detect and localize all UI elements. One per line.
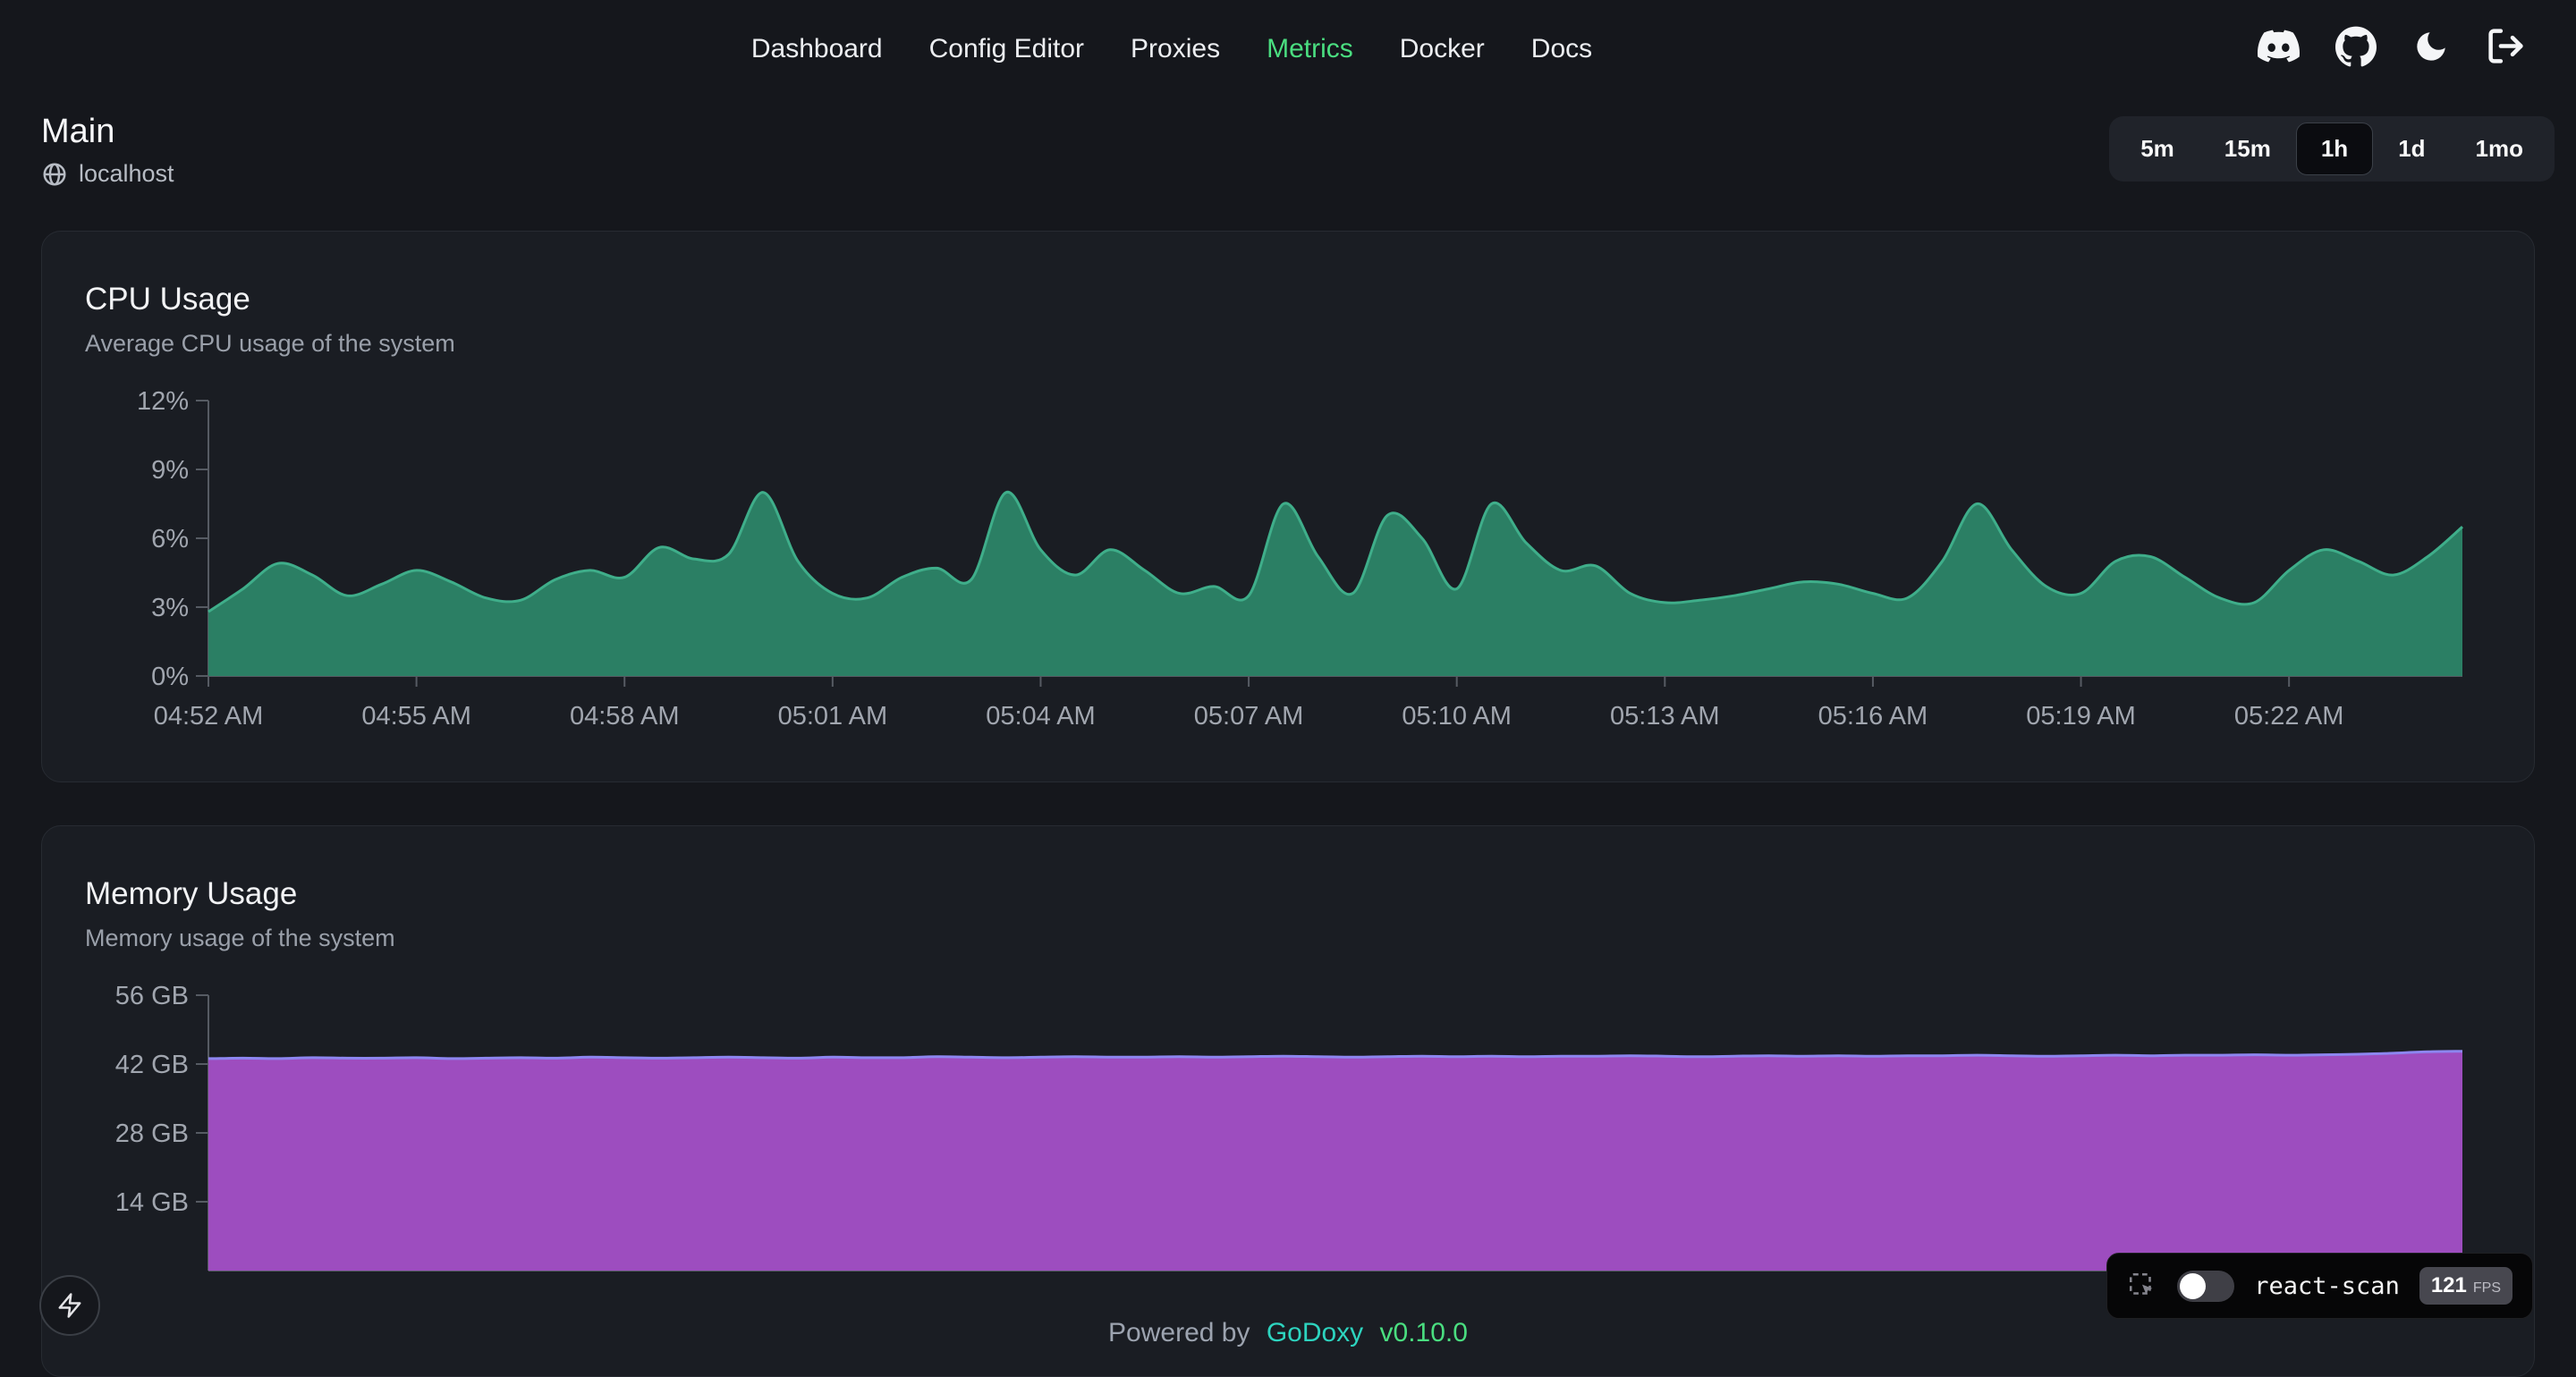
globe-icon — [41, 161, 68, 188]
nav-item-metrics[interactable]: Metrics — [1267, 34, 1353, 64]
svg-text:9%: 9% — [151, 456, 189, 485]
svg-text:56 GB: 56 GB — [115, 983, 189, 1010]
time-range-selector: 5m 15m 1h 1d 1mo — [2109, 116, 2555, 182]
fps-badge: 121 FPS — [2419, 1267, 2512, 1305]
cpu-card-subtitle: Average CPU usage of the system — [85, 330, 2491, 358]
memory-card-head: Memory Usage Memory usage of the system — [49, 876, 2527, 952]
svg-text:05:04 AM: 05:04 AM — [986, 702, 1096, 731]
theme-moon-icon — [2412, 28, 2450, 65]
nav-item-config-editor[interactable]: Config Editor — [929, 34, 1084, 64]
nav-item-docs[interactable]: Docs — [1531, 34, 1592, 64]
time-range-15m[interactable]: 15m — [2199, 122, 2296, 175]
host-name: localhost — [79, 160, 174, 188]
cpu-usage-area-chart: 0% 3% 6% 9% 12% 04:52 AM 04:55 AM 04:58 AM 05:01… — [49, 388, 2470, 746]
time-range-1mo[interactable]: 1mo — [2451, 122, 2548, 175]
fps-value: 121 — [2431, 1273, 2467, 1298]
toggle-knob — [2180, 1273, 2206, 1299]
svg-text:3%: 3% — [151, 594, 189, 622]
svg-text:04:55 AM: 04:55 AM — [361, 702, 471, 731]
main-nav: Dashboard Config Editor Proxies Metrics … — [751, 34, 1592, 64]
svg-text:05:01 AM: 05:01 AM — [778, 702, 888, 731]
svg-text:12%: 12% — [137, 388, 189, 416]
scan-inspect-icon[interactable] — [2127, 1271, 2157, 1301]
time-range-1d[interactable]: 1d — [2373, 122, 2450, 175]
react-scan-widget: react-scan 121 FPS — [2106, 1253, 2533, 1319]
quick-actions-button[interactable] — [39, 1275, 100, 1336]
powered-by-text: Powered by — [1108, 1318, 1250, 1347]
brand-link[interactable]: GoDoxy — [1267, 1318, 1363, 1347]
svg-text:05:07 AM: 05:07 AM — [1194, 702, 1304, 731]
zap-icon — [56, 1292, 83, 1319]
discord-link-button[interactable] — [2258, 25, 2300, 67]
github-link-button[interactable] — [2335, 26, 2377, 67]
host-row: localhost — [41, 160, 174, 188]
fps-unit: FPS — [2473, 1280, 2501, 1297]
footer: Powered by GoDoxy v0.10.0 — [0, 1318, 2576, 1348]
github-icon — [2335, 26, 2377, 67]
discord-icon — [2258, 25, 2300, 67]
top-navigation-bar: Dashboard Config Editor Proxies Metrics … — [0, 0, 2576, 98]
time-range-1h[interactable]: 1h — [2296, 122, 2373, 175]
time-range-5m[interactable]: 5m — [2115, 122, 2199, 175]
theme-toggle-button[interactable] — [2412, 28, 2450, 65]
logout-icon — [2486, 26, 2526, 66]
svg-text:05:22 AM: 05:22 AM — [2234, 702, 2344, 731]
svg-text:05:10 AM: 05:10 AM — [1402, 702, 1512, 731]
react-scan-toggle[interactable] — [2177, 1271, 2234, 1302]
svg-text:42 GB: 42 GB — [115, 1051, 189, 1079]
cpu-usage-card: CPU Usage Average CPU usage of the syste… — [41, 231, 2535, 782]
memory-card-title: Memory Usage — [85, 876, 2491, 912]
host-info: Main localhost — [41, 113, 174, 188]
svg-text:05:16 AM: 05:16 AM — [1818, 702, 1928, 731]
svg-text:04:58 AM: 04:58 AM — [570, 702, 680, 731]
cpu-card-title: CPU Usage — [85, 282, 2491, 317]
svg-text:14 GB: 14 GB — [115, 1188, 189, 1217]
nav-item-docker[interactable]: Docker — [1400, 34, 1485, 64]
svg-text:6%: 6% — [151, 525, 189, 553]
nav-item-dashboard[interactable]: Dashboard — [751, 34, 883, 64]
svg-text:28 GB: 28 GB — [115, 1119, 189, 1148]
memory-card-subtitle: Memory usage of the system — [85, 925, 2491, 952]
page-header: Main localhost 5m 15m 1h 1d 1mo — [0, 98, 2576, 188]
logout-button[interactable] — [2486, 26, 2526, 66]
svg-text:05:19 AM: 05:19 AM — [2026, 702, 2136, 731]
cpu-card-head: CPU Usage Average CPU usage of the syste… — [49, 282, 2527, 358]
react-scan-label: react-scan — [2254, 1272, 2400, 1300]
nav-item-proxies[interactable]: Proxies — [1131, 34, 1220, 64]
topbar-icons — [2258, 25, 2526, 67]
version-text: v0.10.0 — [1380, 1318, 1468, 1347]
svg-text:04:52 AM: 04:52 AM — [154, 702, 264, 731]
page-title: Main — [41, 113, 174, 151]
svg-text:05:13 AM: 05:13 AM — [1610, 702, 1720, 731]
svg-text:0%: 0% — [151, 663, 189, 691]
